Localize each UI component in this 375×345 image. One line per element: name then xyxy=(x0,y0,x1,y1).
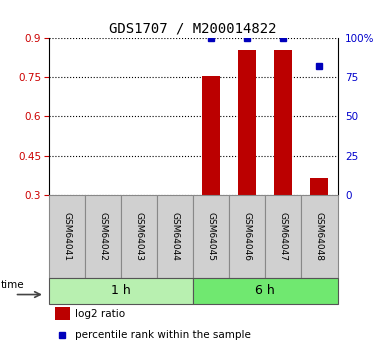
Text: log2 ratio: log2 ratio xyxy=(75,309,125,319)
Bar xyxy=(121,195,157,278)
Bar xyxy=(310,178,328,195)
Text: 6 h: 6 h xyxy=(255,284,275,297)
Text: GSM64042: GSM64042 xyxy=(98,212,107,261)
Text: GSM64043: GSM64043 xyxy=(135,212,144,261)
Text: 1 h: 1 h xyxy=(111,284,131,297)
Text: GSM64044: GSM64044 xyxy=(171,212,180,261)
Bar xyxy=(229,195,266,278)
Text: percentile rank within the sample: percentile rank within the sample xyxy=(75,329,250,339)
Bar xyxy=(157,195,193,278)
Bar xyxy=(54,307,70,320)
Text: GSM64046: GSM64046 xyxy=(243,212,252,261)
Bar xyxy=(193,278,338,304)
Bar xyxy=(238,50,256,195)
Text: time: time xyxy=(1,280,25,290)
Title: GDS1707 / M200014822: GDS1707 / M200014822 xyxy=(110,21,277,36)
Bar xyxy=(49,195,85,278)
Bar xyxy=(193,195,229,278)
Text: GSM64048: GSM64048 xyxy=(315,212,324,261)
Bar xyxy=(274,50,292,195)
Bar xyxy=(85,195,121,278)
Bar xyxy=(49,278,193,304)
Bar xyxy=(202,76,220,195)
Bar xyxy=(266,195,302,278)
Bar xyxy=(302,195,338,278)
Text: GSM64041: GSM64041 xyxy=(62,212,71,261)
Text: GSM64045: GSM64045 xyxy=(207,212,216,261)
Text: GSM64047: GSM64047 xyxy=(279,212,288,261)
